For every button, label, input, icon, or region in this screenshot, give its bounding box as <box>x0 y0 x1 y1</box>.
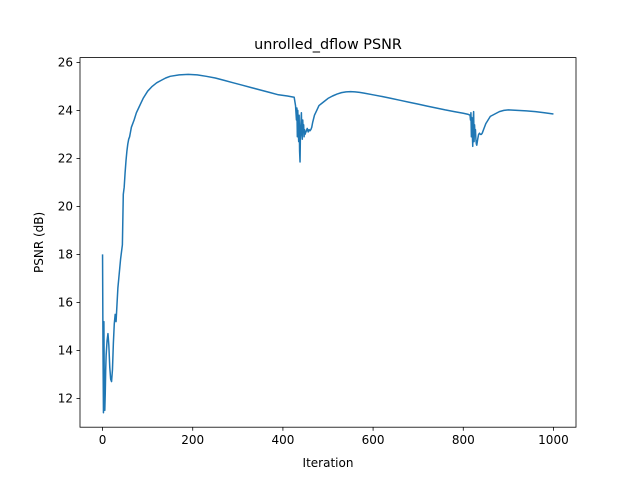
y-axis-label: PSNR (dB) <box>32 212 46 273</box>
x-tick-label: 400 <box>271 433 294 447</box>
x-tick-label: 1000 <box>538 433 569 447</box>
x-axis-ticks: 0 200 400 600 800 1000 <box>99 427 569 447</box>
series-lines <box>101 73 554 414</box>
y-tick-label: 12 <box>58 392 73 406</box>
y-axis-ticks: 12 14 16 18 20 22 24 26 <box>58 56 80 406</box>
x-tick-label: 200 <box>181 433 204 447</box>
x-axis-label: Iteration <box>303 456 354 470</box>
y-tick-label: 22 <box>58 152 73 166</box>
chart-title: unrolled_dflow PSNR <box>254 37 402 53</box>
x-tick-label: 600 <box>362 433 385 447</box>
y-tick-label: 16 <box>58 296 73 310</box>
x-tick-label: 0 <box>99 433 107 447</box>
plot-frame <box>79 57 577 428</box>
y-tick-label: 18 <box>58 248 73 262</box>
series-line-0 <box>101 73 554 414</box>
y-tick-label: 24 <box>58 104 73 118</box>
y-tick-label: 14 <box>58 344 73 358</box>
y-tick-label: 20 <box>58 200 73 214</box>
x-tick-label: 800 <box>452 433 475 447</box>
plot-area <box>80 57 576 428</box>
y-tick-label: 26 <box>58 56 73 70</box>
